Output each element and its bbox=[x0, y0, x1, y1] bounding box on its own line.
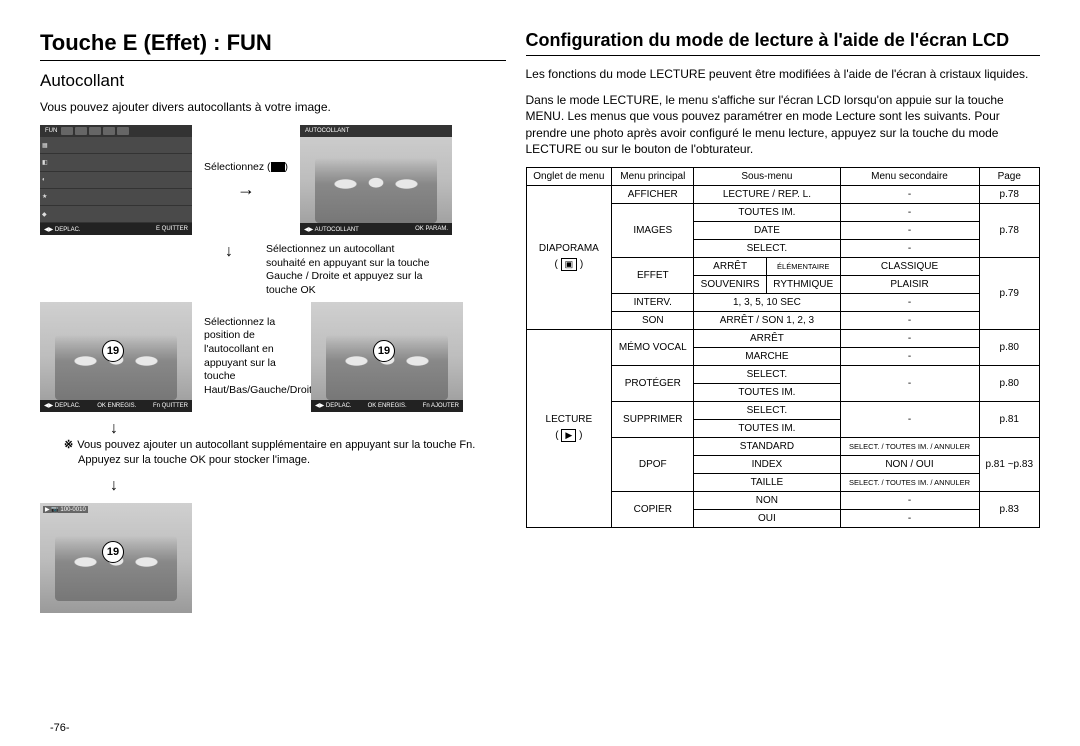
th-onglet: Onglet de menu bbox=[526, 167, 612, 185]
lcd2-bottom-left: ◀▶ AUTOCOLLANT bbox=[304, 226, 359, 233]
th-principal: Menu principal bbox=[612, 167, 694, 185]
th-secondaire: Menu secondaire bbox=[840, 167, 979, 185]
cell-diaporama-tab: DIAPORAMA ( ▣ ) bbox=[526, 185, 612, 329]
arrow-down-icon-2: ↓ bbox=[110, 420, 506, 438]
lecture-icon: ▶ bbox=[561, 429, 576, 442]
right-para-1: Les fonctions du mode LECTURE peuvent êt… bbox=[526, 66, 1041, 82]
right-para-2: Dans le mode LECTURE, le menu s'affiche … bbox=[526, 92, 1041, 157]
th-page: Page bbox=[979, 167, 1040, 185]
left-subtitle: Autocollant bbox=[40, 71, 506, 91]
table-row: DIAPORAMA ( ▣ ) AFFICHER LECTURE / REP. … bbox=[526, 185, 1040, 203]
right-title: Configuration du mode de lecture à l'aid… bbox=[526, 30, 1041, 56]
diaporama-icon: ▣ bbox=[561, 258, 578, 271]
caption-3: Sélectionnez la position de l'autocollan… bbox=[204, 316, 299, 398]
lcd-screenshot-1: FUN ▦ ◧ ◐ ★ ◆ ◀▶ DEPLAC. E QUITTER bbox=[40, 125, 192, 235]
caption-2: Sélectionnez un autocollant souhaité en … bbox=[266, 243, 436, 298]
lcd1-top-label: FUN bbox=[43, 128, 59, 134]
menu-table: Onglet de menu Menu principal Sous-menu … bbox=[526, 167, 1041, 528]
lcd1-bottom-left: ◀▶ DEPLAC. bbox=[44, 226, 81, 233]
lcd1-bottom-right: E QUITTER bbox=[156, 226, 188, 232]
arrow-down-icon: ↓ bbox=[204, 243, 254, 298]
lcd5-top-left: ▶ 📷 100-0010 bbox=[43, 506, 88, 513]
left-title: Touche E (Effet) : FUN bbox=[40, 30, 506, 61]
lcd-screenshot-5: ▶ 📷 100-0010 19 bbox=[40, 503, 192, 613]
cell-lecture-tab: LECTURE ( ▶ ) bbox=[526, 329, 612, 527]
sticker-badge-2: 19 bbox=[373, 340, 395, 362]
lcd-screenshot-2: AUTOCOLLANT ◀▶ AUTOCOLLANT OK PARAM. bbox=[300, 125, 452, 235]
left-intro: Vous pouvez ajouter divers autocollants … bbox=[40, 99, 506, 115]
lcd2-top-label: AUTOCOLLANT bbox=[303, 128, 351, 134]
table-header-row: Onglet de menu Menu principal Sous-menu … bbox=[526, 167, 1040, 185]
page-number: -76- bbox=[50, 722, 70, 734]
th-sousmenu: Sous-menu bbox=[694, 167, 840, 185]
lcd-screenshot-4: 19 ◀▶ DEPLAC. OK ENREGIS. Fn AJOUTER bbox=[311, 302, 463, 412]
caption-1: Sélectionnez () bbox=[204, 161, 288, 175]
arrow-down-icon-3: ↓ bbox=[110, 477, 506, 495]
lcd-screenshot-3: 19 ◀▶ DEPLAC. OK ENREGIS. Fn QUITTER bbox=[40, 302, 192, 412]
table-row: LECTURE ( ▶ ) MÉMO VOCAL ARRÊT - p.80 bbox=[526, 329, 1040, 347]
note-text: ※Vous pouvez ajouter un autocollant supp… bbox=[64, 438, 506, 468]
sticker-badge: 19 bbox=[102, 340, 124, 362]
lcd2-bottom-right: OK PARAM. bbox=[415, 226, 448, 232]
arrow-right-icon: → bbox=[221, 179, 271, 200]
